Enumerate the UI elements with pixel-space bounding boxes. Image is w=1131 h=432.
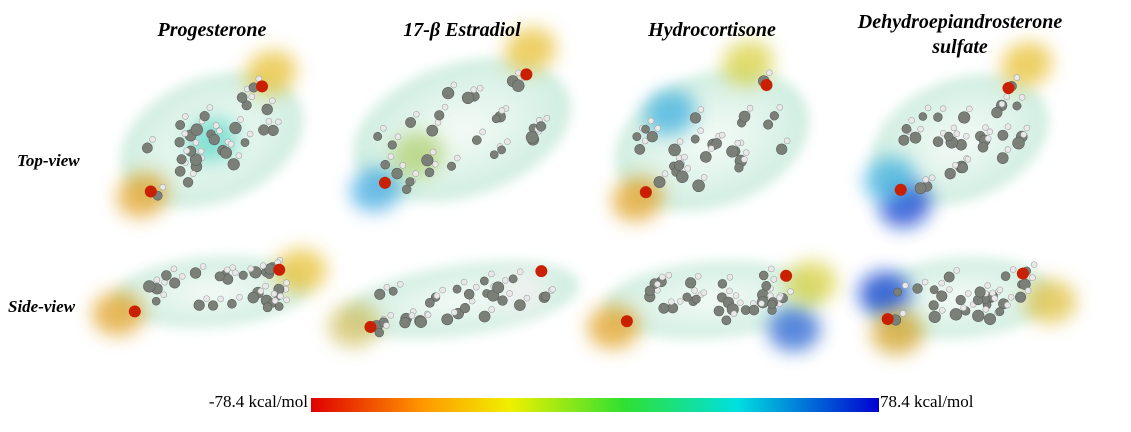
atom	[152, 297, 161, 306]
hydrogen	[726, 288, 732, 294]
column-title: 17-β Estradiol	[347, 18, 577, 43]
molecule	[318, 21, 592, 232]
hydrogen	[939, 307, 945, 313]
hydrogen	[946, 286, 952, 292]
hydrogen	[922, 279, 928, 285]
scale-min-label: -78.4 kcal/mol	[209, 392, 308, 412]
column-title: Hydrocortisone	[597, 18, 827, 43]
figure: Progesterone 17-β Estradiol Hydrocortiso…	[0, 0, 1131, 432]
molecule	[322, 249, 583, 354]
hydrogen	[217, 296, 223, 302]
hydrogen	[954, 267, 960, 273]
molecule	[584, 253, 842, 365]
hydrogen	[659, 274, 665, 280]
row-label: Top-view	[17, 151, 80, 171]
atom	[995, 307, 1004, 316]
hydrogen	[997, 287, 1003, 293]
hydrogen	[771, 276, 777, 282]
atom	[893, 288, 902, 297]
molecule-surfaces	[86, 21, 1091, 366]
hydrogen	[701, 289, 707, 295]
hydrogen	[695, 273, 701, 279]
hydrogen	[248, 266, 254, 272]
hydrogen	[277, 293, 283, 299]
atom	[682, 293, 691, 302]
hydrogen	[900, 310, 906, 316]
hydrogen	[758, 300, 764, 306]
figure-graphics	[0, 0, 1131, 432]
hydrogen	[733, 292, 739, 298]
hydrogen	[171, 266, 177, 272]
hydrogen	[262, 283, 268, 289]
hydrogen	[677, 298, 683, 304]
molecule	[856, 250, 1079, 357]
hydrogen	[232, 270, 238, 276]
hydrogen	[984, 282, 990, 288]
molecule	[837, 34, 1091, 237]
hydrogen	[1008, 294, 1014, 300]
column-title: Progesterone	[97, 18, 327, 43]
row-label: Side-view	[8, 297, 75, 317]
hydrogen	[283, 297, 289, 303]
hydrogen	[668, 299, 674, 305]
molecule	[86, 43, 334, 239]
molecule	[575, 29, 829, 242]
hydrogen	[271, 291, 277, 297]
hydrogen	[154, 277, 160, 283]
hydrogen	[960, 305, 966, 311]
hydrogen	[204, 295, 210, 301]
hydrogen	[179, 273, 185, 279]
hydrogen	[776, 294, 782, 300]
hydrogen	[1010, 266, 1016, 272]
hydrogen	[965, 290, 971, 296]
hydrogen	[737, 300, 743, 306]
hydrogen	[768, 266, 774, 272]
hydrogen	[272, 298, 278, 304]
hydrogen	[666, 272, 672, 278]
hydrogen	[260, 263, 266, 269]
hydrogen	[200, 263, 206, 269]
atom	[239, 271, 248, 280]
scale-max-label: 78.4 kcal/mol	[880, 392, 973, 412]
hydrogen	[983, 306, 989, 312]
hydrogen	[731, 311, 737, 317]
hydrogen	[224, 267, 230, 273]
molecule	[89, 247, 331, 337]
column-title: Dehydroepiandrosterone sulfate	[845, 10, 1075, 60]
hydrogen	[1004, 302, 1010, 308]
hydrogen	[161, 291, 167, 297]
hydrogen	[283, 280, 289, 286]
color-scale-bar	[311, 398, 879, 412]
hydrogen	[939, 280, 945, 286]
atom	[767, 300, 776, 309]
hydrogen	[1025, 287, 1031, 293]
hydrogen	[727, 274, 733, 280]
hydrogen	[902, 282, 908, 288]
hydrogen	[1029, 274, 1035, 280]
atom	[692, 295, 701, 304]
hydrogen	[691, 287, 697, 293]
hydrogen	[654, 281, 660, 287]
hydrogen	[1031, 261, 1037, 267]
hydrogen	[787, 288, 793, 294]
hydrogen	[236, 294, 242, 300]
hydrogen	[989, 290, 995, 296]
atom	[930, 285, 939, 294]
hydrogen	[258, 288, 264, 294]
